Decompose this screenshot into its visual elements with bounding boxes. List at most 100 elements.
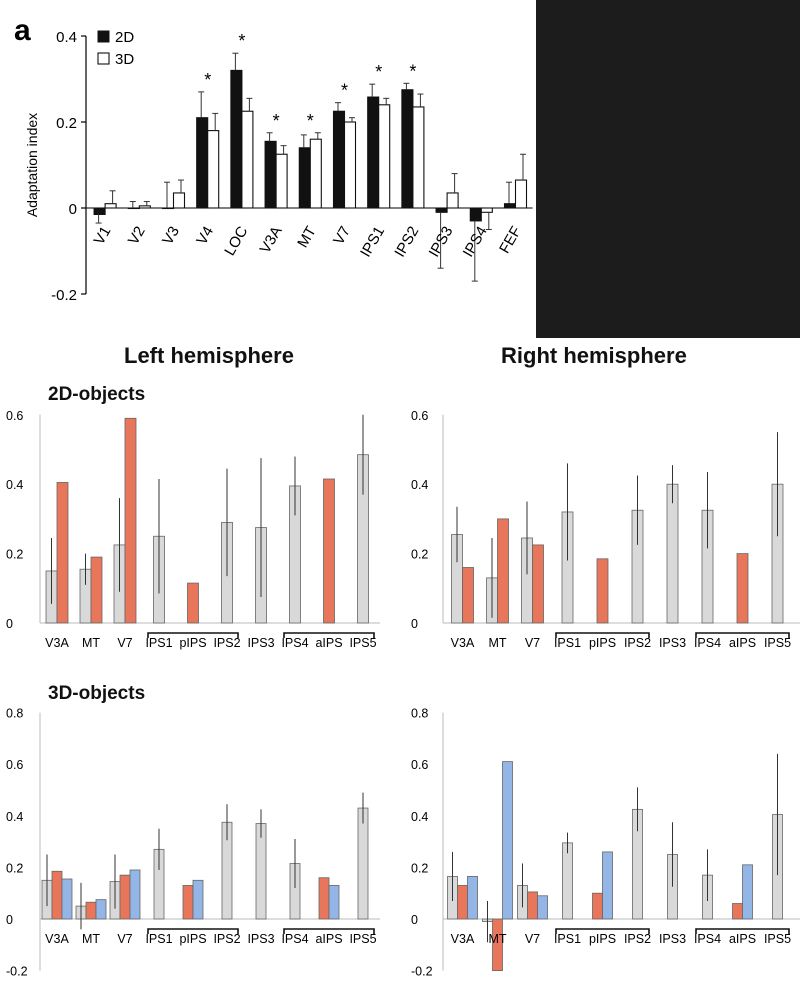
y-tick-label: -0.2 — [6, 965, 28, 979]
bar-2d-ips3 — [435, 207, 448, 213]
x-tick-label-ips2: IPS2 — [213, 932, 240, 946]
y-tick-label: 0.6 — [411, 758, 428, 772]
x-tick-label-ips3: IPS3 — [247, 636, 274, 650]
bar-blue-v3a — [467, 876, 478, 920]
bar-3d-v3a — [275, 153, 288, 209]
y-tick-label: 0.4 — [411, 810, 428, 824]
significance-star-ips2: * — [409, 61, 416, 81]
bar-orange-v3a — [457, 885, 468, 920]
bar-gray-ips1 — [562, 842, 573, 920]
y-tick-label: 0.2 — [411, 861, 428, 875]
group-bracket — [555, 632, 650, 638]
y-tick-label: 0.6 — [6, 409, 23, 423]
bar-3d-v1 — [104, 203, 117, 209]
bar-3d-v2 — [138, 205, 151, 209]
bar-blue-v7 — [129, 869, 141, 920]
chart-left-3d: -0.2 0 0.2 0.4 0.6 0.8 V3A MT V7 IPS1 pIPS IPS2 IPS3… — [6, 707, 380, 979]
bar-orange-v7 — [532, 544, 544, 624]
group-bracket — [147, 928, 239, 934]
bar-blue-v3a — [61, 878, 73, 920]
bar-orange-pips — [187, 582, 199, 624]
y-tick-label: 0.4 — [411, 478, 428, 492]
bar-orange-v3a — [51, 870, 63, 920]
significance-star-v3a: * — [273, 111, 280, 131]
y-tick-label: 0.4 — [56, 29, 77, 46]
x-tick-label-v7: V7 — [117, 932, 132, 946]
x-tick-label-v3a: V3A — [45, 636, 69, 650]
bar-orange-mt — [90, 556, 103, 624]
bar-2d-v2 — [127, 207, 140, 210]
x-tick-label-ips5: IPS5 — [764, 932, 791, 946]
y-tick-label: 0.8 — [411, 707, 428, 721]
group-bracket — [695, 632, 790, 638]
bar-2d-mt — [298, 147, 311, 209]
y-tick-label: 0 — [6, 913, 13, 927]
x-tick-label-ips3: IPS3 — [426, 224, 457, 261]
x-tick-label-v3a: V3A — [257, 224, 286, 257]
bar-orange-v7 — [527, 891, 538, 920]
x-tick-label-v7: V7 — [117, 636, 132, 650]
bar-2d-v3 — [161, 207, 175, 210]
chart-right-3d: -0.2 0 0.2 0.4 0.6 0.8 V3A MT V7 IPS1 pIPS IPS2 IPS3… — [411, 707, 800, 979]
bar-3d-v4 — [207, 130, 220, 209]
row-title-2d: 2D-objects — [48, 384, 146, 405]
x-tick-label-ips4: IPS4 — [281, 932, 308, 946]
x-tick-label-mt: MT — [82, 932, 100, 946]
bar-2d-ips1 — [367, 96, 380, 209]
x-tick-label-v7: V7 — [525, 932, 540, 946]
y-tick-label: 0 — [411, 913, 418, 927]
bar-2d-v7 — [332, 110, 346, 209]
chart-right-2d: 0 0.2 0.4 0.6 V3A MT V7 IPS1 pIPS IPS2 IPS3 IPS4 aIP… — [411, 409, 800, 650]
row-title-3d: 3D-objects — [48, 683, 146, 704]
bar-2d-ips4 — [469, 207, 482, 222]
x-tick-label-v3a: V3A — [45, 932, 69, 946]
x-tick-label-mt: MT — [488, 932, 506, 946]
x-tick-label-aips: aIPS — [729, 636, 756, 650]
bar-3d-mt — [309, 138, 322, 209]
x-tick-label-loc: LOC — [221, 223, 251, 258]
x-tick-label-ips3: IPS3 — [659, 636, 686, 650]
panel-letter: a — [14, 14, 31, 47]
bar-3d-ips3 — [446, 192, 459, 209]
bar-gray-ips3 — [666, 483, 679, 624]
y-tick-label: 0.2 — [6, 861, 23, 875]
bar-orange-pips — [596, 558, 609, 624]
y-tick-label: 0 — [6, 617, 13, 631]
significance-star-ips1: * — [375, 62, 382, 82]
significance-star-mt: * — [307, 111, 314, 131]
left-hemisphere-title: Left hemisphere — [124, 343, 294, 368]
x-tick-label-aips: aIPS — [315, 932, 342, 946]
bar-2d-v3a — [264, 140, 277, 209]
y-tick-label: 0 — [411, 617, 418, 631]
bar-blue-mt — [502, 761, 513, 920]
y-tick-label: 0.8 — [6, 707, 23, 721]
bar-2d-v4 — [196, 117, 209, 209]
x-tick-label-v4: V4 — [193, 224, 217, 248]
legend-label-2d: 2D — [115, 29, 134, 46]
legend-label-3d: 3D — [115, 51, 134, 68]
x-tick-label-fef: FEF — [496, 224, 525, 257]
x-tick-label-aips: aIPS — [729, 932, 756, 946]
bar-3d-ips2 — [412, 106, 425, 209]
bar-3d-v7 — [343, 121, 357, 209]
right-hemisphere-title: Right hemisphere — [501, 343, 687, 368]
bar-blue-mt — [95, 899, 107, 920]
y-tick-label: -0.2 — [51, 287, 77, 304]
x-tick-label-ips2: IPS2 — [213, 636, 240, 650]
bar-3d-ips4 — [480, 207, 493, 213]
bar-orange-pips — [592, 892, 603, 920]
x-tick-label-v1: V1 — [91, 224, 115, 248]
bar-2d-v1 — [93, 207, 106, 215]
x-tick-label-mt: MT — [82, 636, 100, 650]
y-tick-label: 0.2 — [411, 548, 428, 562]
chart-adaptation-index: -0.2 0 0.2 0.4 Adaptation index V1 V2 V3 * V4 * LOC… — [24, 29, 533, 304]
legend-swatch-2d — [97, 30, 110, 43]
x-tick-label-v7: V7 — [330, 224, 354, 248]
x-tick-label-aips: aIPS — [315, 636, 342, 650]
x-tick-label-v3a: V3A — [451, 636, 475, 650]
significance-star-v7: * — [341, 81, 348, 101]
bar-orange-aips — [732, 903, 743, 920]
bar-orange-v7 — [124, 417, 137, 624]
y-tick-label: 0.2 — [56, 115, 77, 132]
